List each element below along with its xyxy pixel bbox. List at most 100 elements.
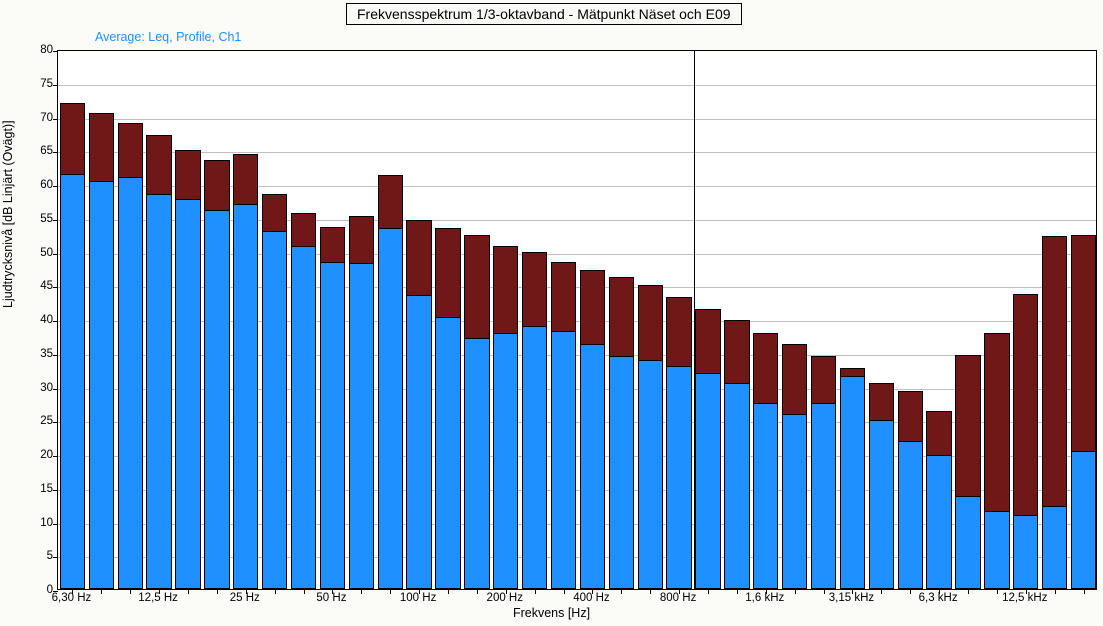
y-tick-mark [53, 287, 58, 288]
x-tick-mark [101, 589, 102, 594]
x-tick-mark [621, 589, 622, 594]
y-tick-mark [53, 490, 58, 491]
bar-front [175, 199, 200, 589]
y-tick-label: 25 [23, 415, 53, 427]
x-tick-mark [737, 589, 738, 594]
y-tick-label: 60 [23, 179, 53, 191]
x-tick-mark [1055, 589, 1056, 594]
cursor-line [694, 51, 695, 589]
x-tick-mark [304, 589, 305, 594]
bar-front [464, 338, 489, 589]
x-tick-mark [1084, 589, 1085, 594]
x-tick-label: 100 Hz [400, 592, 436, 604]
bar-front [262, 231, 287, 589]
x-tick-label: 200 Hz [487, 592, 523, 604]
bar-front [580, 344, 605, 589]
chart-title: Frekvensspektrum 1/3-oktavband - Mätpunk… [346, 3, 742, 25]
bar-front [724, 383, 749, 589]
y-tick-label: 65 [23, 145, 53, 157]
y-tick-mark [53, 85, 58, 86]
x-tick-mark [535, 589, 536, 594]
bar-front [695, 373, 720, 589]
x-tick-mark [968, 589, 969, 594]
y-tick-label: 40 [23, 314, 53, 326]
bar-front [666, 366, 691, 589]
bar-front [782, 414, 807, 590]
gridline [58, 152, 1096, 153]
x-tick-mark [130, 589, 131, 594]
x-tick-mark [564, 589, 565, 594]
bar-front [984, 511, 1009, 589]
x-tick-label: 400 Hz [573, 592, 609, 604]
y-tick-mark [53, 152, 58, 153]
x-tick-label: 25 Hz [230, 592, 260, 604]
x-tick-mark [477, 589, 478, 594]
y-tick-label: 55 [23, 213, 53, 225]
y-tick-mark [53, 321, 58, 322]
bar-front [1013, 515, 1038, 589]
y-tick-label: 20 [23, 449, 53, 461]
y-tick-mark [53, 254, 58, 255]
x-tick-mark [188, 589, 189, 594]
x-tick-mark [390, 589, 391, 594]
bar-front [1071, 451, 1096, 589]
bar-front [522, 326, 547, 589]
y-axis-title: Ljudtrycksnivå [dB Linjärt (Ovägt)] [1, 120, 15, 308]
x-tick-mark [910, 589, 911, 594]
bar-front [898, 441, 923, 590]
bar-front [1042, 506, 1067, 589]
x-tick-mark [795, 589, 796, 594]
x-tick-mark [824, 589, 825, 594]
bar-front [233, 204, 258, 589]
bar-front [146, 194, 171, 589]
y-tick-mark [53, 389, 58, 390]
bar-front [320, 262, 345, 589]
x-tick-label: 12,5 kHz [1002, 592, 1047, 604]
y-tick-mark [53, 355, 58, 356]
x-tick-mark [708, 589, 709, 594]
bar-front [118, 177, 143, 589]
gridline [58, 119, 1096, 120]
y-tick-label: 0 [23, 584, 53, 596]
bar-front [551, 331, 576, 589]
bar-front [811, 403, 836, 589]
bar-front [406, 295, 431, 589]
gridline [58, 85, 1096, 86]
y-tick-label: 50 [23, 247, 53, 259]
bar-front [926, 455, 951, 589]
x-axis-title: Frekvens [Hz] [0, 606, 1103, 620]
y-tick-label: 35 [23, 348, 53, 360]
x-tick-label: 12,5 Hz [138, 592, 178, 604]
x-tick-label: 1,6 kHz [745, 592, 784, 604]
bar-front [349, 263, 374, 589]
bar-front [60, 174, 85, 589]
y-tick-label: 75 [23, 78, 53, 90]
y-tick-label: 80 [23, 44, 53, 56]
y-tick-label: 70 [23, 112, 53, 124]
bar-front [378, 228, 403, 589]
x-tick-mark [361, 589, 362, 594]
x-tick-mark [448, 589, 449, 594]
bar-front [609, 356, 634, 589]
legend-text: Average: Leq, Profile, Ch1 [95, 30, 241, 44]
y-tick-mark [53, 220, 58, 221]
x-tick-label: 800 Hz [660, 592, 696, 604]
y-tick-label: 30 [23, 382, 53, 394]
y-tick-mark [53, 456, 58, 457]
bar-front [204, 210, 229, 589]
y-tick-mark [53, 524, 58, 525]
x-tick-label: 6,30 Hz [52, 592, 92, 604]
bar-front [955, 496, 980, 589]
y-tick-mark [53, 557, 58, 558]
x-tick-label: 3,15 kHz [829, 592, 874, 604]
x-tick-mark [881, 589, 882, 594]
x-tick-mark [275, 589, 276, 594]
y-tick-label: 45 [23, 280, 53, 292]
chart-container: Frekvensspektrum 1/3-oktavband - Mätpunk… [0, 0, 1103, 626]
y-tick-label: 10 [23, 517, 53, 529]
x-tick-mark [650, 589, 651, 594]
x-tick-label: 6,3 kHz [919, 592, 958, 604]
plot-area [57, 50, 1097, 590]
bar-front [493, 333, 518, 590]
y-tick-mark [53, 51, 58, 52]
